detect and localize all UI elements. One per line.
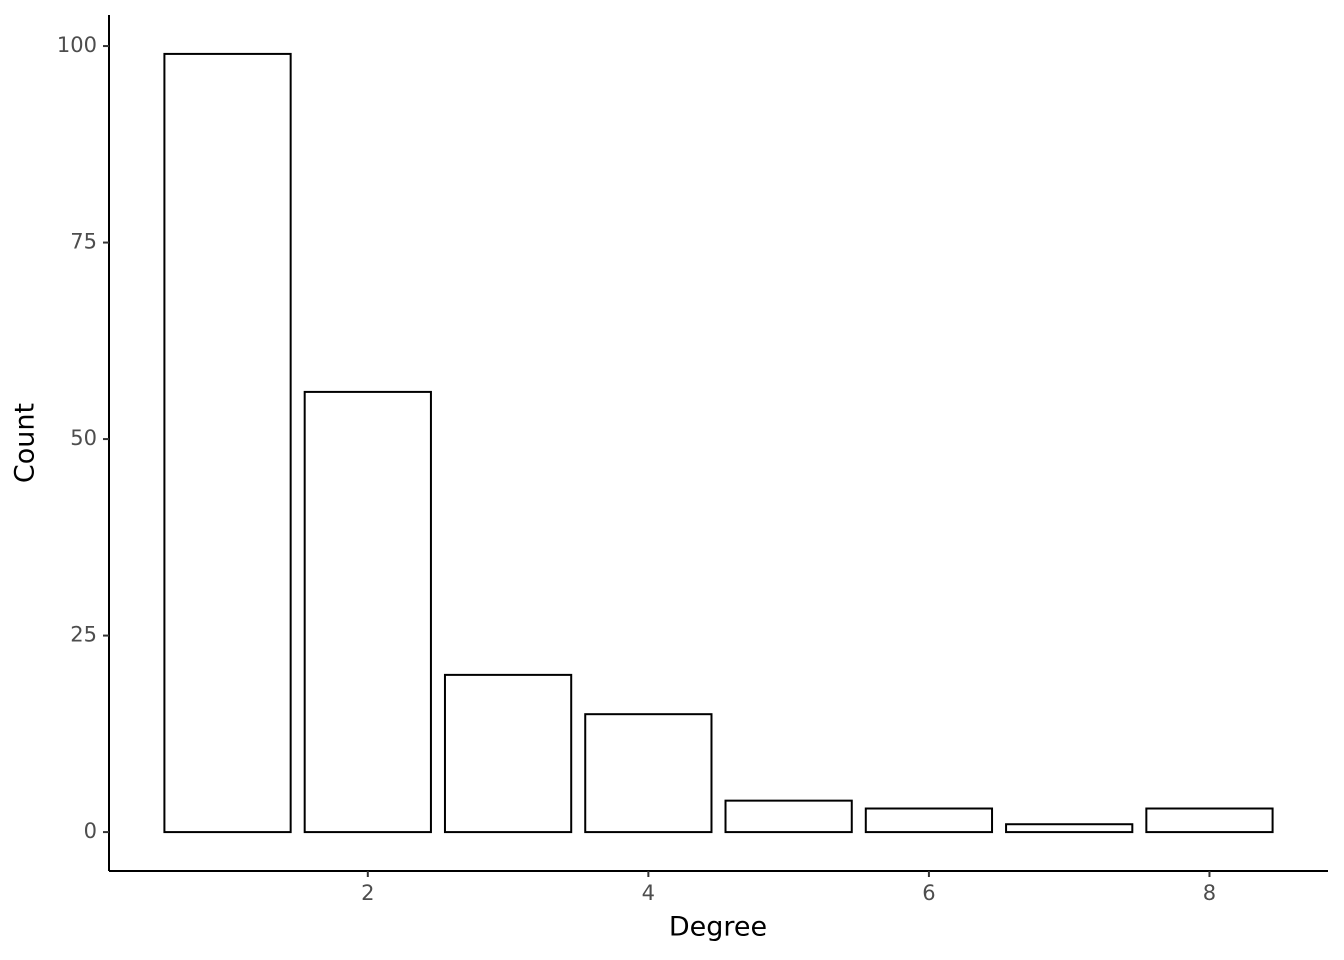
y-tick-label: 100 xyxy=(57,33,97,57)
x-tick-label: 2 xyxy=(361,881,374,905)
x-axis-title: Degree xyxy=(669,912,767,943)
y-tick-label: 75 xyxy=(70,230,97,254)
x-tick-label: 4 xyxy=(642,881,655,905)
bar xyxy=(443,673,573,834)
x-tick-label: 8 xyxy=(1203,881,1216,905)
y-tick-label: 50 xyxy=(70,426,97,450)
y-tick-label: 0 xyxy=(84,819,97,843)
bar xyxy=(1005,823,1134,834)
bar xyxy=(864,807,994,834)
bar xyxy=(303,390,432,834)
x-tick-label: 6 xyxy=(922,881,935,905)
bar xyxy=(1145,807,1274,834)
bar xyxy=(584,713,713,834)
bar xyxy=(163,52,292,834)
y-axis-title: Count xyxy=(10,403,41,483)
y-tick-label: 25 xyxy=(70,623,97,647)
bar xyxy=(724,799,853,834)
